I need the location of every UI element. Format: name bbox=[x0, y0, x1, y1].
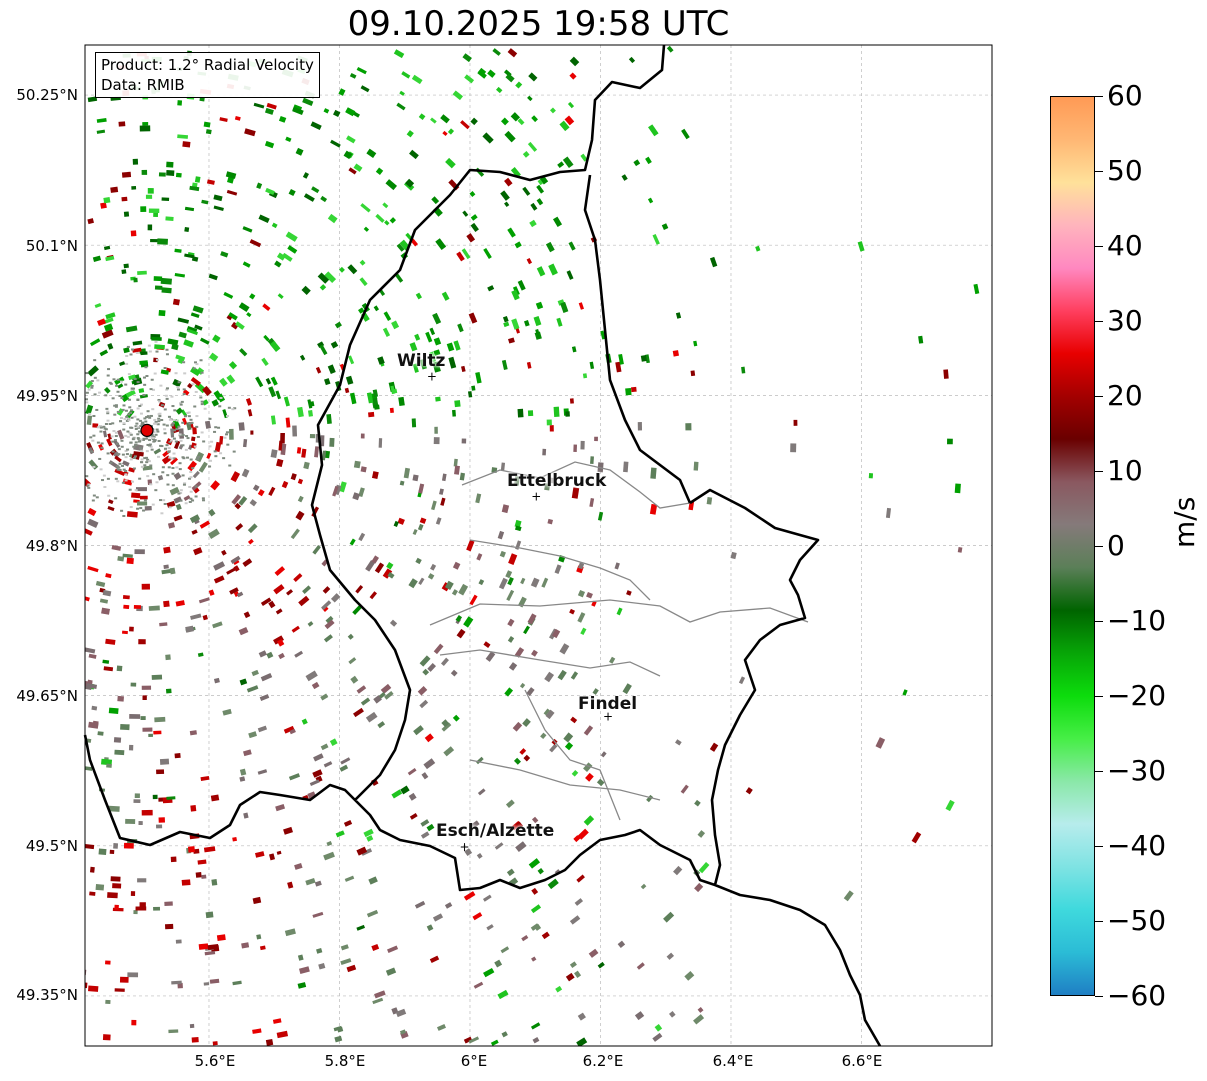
city-marker: + bbox=[459, 840, 469, 854]
colorbar bbox=[1050, 96, 1095, 996]
city-marker: + bbox=[531, 489, 541, 503]
lat-label-49-8: 49.8°N bbox=[25, 537, 78, 555]
colorbar-tick-mark bbox=[1095, 321, 1103, 322]
lat-label-50-25: 50.25°N bbox=[16, 86, 78, 104]
radar-map: + + + + bbox=[83, 44, 993, 1047]
colorbar-tick-minus-30: −30 bbox=[1107, 754, 1167, 787]
colorbar-tick-mark bbox=[1095, 771, 1103, 772]
colorbar-tick-mark bbox=[1095, 696, 1103, 697]
commune-boundary bbox=[461, 461, 691, 509]
colorbar-tick-mark bbox=[1095, 396, 1103, 397]
commune-boundary bbox=[439, 649, 661, 677]
colorbar-tick-minus-40: −40 bbox=[1107, 829, 1167, 862]
lat-label-50-1: 50.1°N bbox=[25, 237, 78, 255]
commune-boundary bbox=[429, 599, 809, 626]
city-marker: + bbox=[427, 369, 437, 383]
lat-label-49-35: 49.35°N bbox=[16, 986, 78, 1004]
colorbar-tick-minus-50: −50 bbox=[1107, 904, 1167, 937]
city-label-findel: Findel bbox=[578, 694, 638, 714]
colorbar-tick-0: 0 bbox=[1107, 529, 1125, 562]
colorbar-tick-mark bbox=[1095, 846, 1103, 847]
lon-label-6-6: 6.6°E bbox=[841, 1052, 883, 1070]
lat-label-49-95: 49.95°N bbox=[16, 387, 78, 405]
product-label: Product: 1.2° Radial Velocity bbox=[101, 56, 314, 74]
colorbar-tick-mark bbox=[1095, 246, 1103, 247]
colorbar-tick-mark bbox=[1095, 921, 1103, 922]
lon-label-6: 6°E bbox=[460, 1052, 488, 1070]
country-border bbox=[83, 44, 882, 1047]
product-info-box: Product: 1.2° Radial Velocity Data: RMIB bbox=[95, 52, 320, 98]
colorbar-tick-minus-10: −10 bbox=[1107, 604, 1167, 637]
colorbar-tick-20: 20 bbox=[1107, 379, 1143, 412]
colorbar-tick-minus-60: −60 bbox=[1107, 979, 1167, 1012]
data-source-label: Data: RMIB bbox=[101, 76, 185, 94]
colorbar-tick-60: 60 bbox=[1107, 79, 1143, 112]
radar-echoes bbox=[85, 45, 980, 1046]
colorbar-tick-mark bbox=[1095, 546, 1103, 547]
map-title: 09.10.2025 19:58 UTC bbox=[347, 4, 730, 44]
colorbar-tick-30: 30 bbox=[1107, 304, 1143, 337]
colorbar-tick-mark bbox=[1095, 996, 1103, 997]
lon-label-6-4: 6.4°E bbox=[712, 1052, 754, 1070]
lat-label-49-65: 49.65°N bbox=[16, 687, 78, 705]
colorbar-tick-minus-20: −20 bbox=[1107, 679, 1167, 712]
map-frame bbox=[84, 44, 993, 1047]
colorbar-tick-50: 50 bbox=[1107, 154, 1143, 187]
colorbar-tick-mark bbox=[1095, 471, 1103, 472]
lon-label-5-8: 5.8°E bbox=[324, 1052, 366, 1070]
colorbar-tick-mark bbox=[1095, 621, 1103, 622]
colorbar-tick-10: 10 bbox=[1107, 454, 1143, 487]
lon-label-6-2: 6.2°E bbox=[582, 1052, 624, 1070]
colorbar-unit-label: m/s bbox=[1168, 496, 1201, 548]
radar-site-marker bbox=[140, 423, 154, 437]
lon-label-5-6: 5.6°E bbox=[194, 1052, 236, 1070]
commune-boundary bbox=[469, 539, 651, 601]
city-label-wiltz: Wiltz bbox=[397, 351, 446, 371]
city-label-ettelbruck: Ettelbruck bbox=[507, 471, 607, 491]
colorbar-tick-mark bbox=[1095, 96, 1103, 97]
colorbar-tick-mark bbox=[1095, 171, 1103, 172]
colorbar-tick-40: 40 bbox=[1107, 229, 1143, 262]
commune-boundary bbox=[524, 689, 621, 821]
city-marker: + bbox=[603, 710, 613, 724]
commune-boundary bbox=[469, 759, 661, 801]
city-label-esch-alzette: Esch/Alzette bbox=[436, 821, 555, 841]
lat-label-49-5: 49.5°N bbox=[25, 837, 78, 855]
